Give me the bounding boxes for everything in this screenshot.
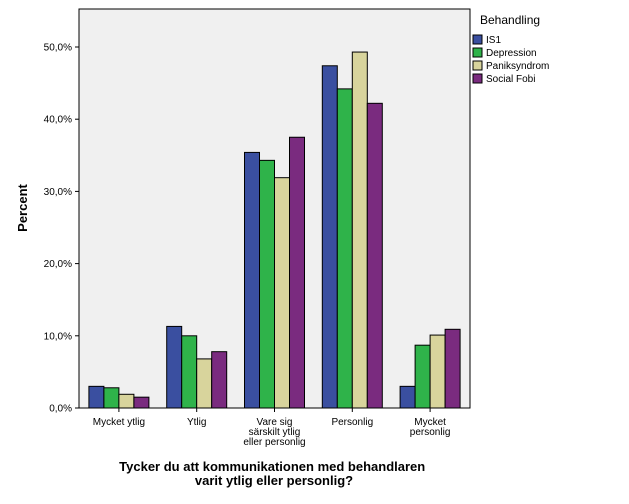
y-tick-label: 40,0% xyxy=(44,115,72,126)
bar-social-fobi-3 xyxy=(366,102,383,409)
bar-social-fobi-2 xyxy=(289,136,305,409)
legend-title: Behandling xyxy=(480,13,540,27)
x-category-label: Vare sig särskilt ytlig eller personlig xyxy=(243,417,305,448)
bar-depression-0 xyxy=(103,387,120,409)
legend-swatch xyxy=(472,34,483,45)
x-axis-label: Tycker du att kommunikationen med behand… xyxy=(119,459,429,488)
bar-depression-1 xyxy=(181,335,198,409)
x-category-label: Ytlig xyxy=(187,417,206,428)
bar-paniksyndrom-4 xyxy=(429,334,446,409)
bar-social-fobi-1 xyxy=(211,351,228,409)
bar-paniksyndrom-1 xyxy=(196,358,213,409)
legend-label: Depression xyxy=(486,48,537,59)
legend-label: Paniksyndrom xyxy=(486,61,549,72)
y-tick-label: 10,0% xyxy=(44,331,72,342)
bar-paniksyndrom-3 xyxy=(351,51,368,409)
legend-swatch xyxy=(472,47,483,58)
y-axis-label: Percent xyxy=(15,183,30,231)
bar-depression-3 xyxy=(336,88,353,409)
bar-is1-0 xyxy=(88,385,105,409)
y-tick-label: 0,0% xyxy=(49,404,72,415)
x-axis-label-line-2: varit ytlig eller personlig? xyxy=(195,473,353,488)
bar-paniksyndrom-0 xyxy=(118,393,135,409)
y-tick-label: 30,0% xyxy=(44,187,72,198)
bar-is1-2 xyxy=(244,151,260,409)
legend-label: Social Fobi xyxy=(486,74,535,85)
y-axis: 0,0% 10,0% 20,0% 30,0% 40,0% 50,0% xyxy=(44,43,79,415)
bar-paniksyndrom-2 xyxy=(274,177,290,409)
bar-is1-4 xyxy=(399,385,416,409)
bar-social-fobi-0 xyxy=(133,396,150,409)
bars-group xyxy=(88,51,461,409)
x-category-label: Personlig xyxy=(331,417,373,428)
bar-is1-1 xyxy=(166,325,183,409)
legend-swatch xyxy=(472,60,483,71)
x-category-label: Mycket personlig xyxy=(410,417,451,438)
y-tick-label: 20,0% xyxy=(44,259,72,270)
y-tick-label: 50,0% xyxy=(44,43,72,54)
legend: Behandling IS1 Depression Paniksyndrom Soci… xyxy=(472,13,549,85)
x-category-label: Mycket ytlig xyxy=(93,417,145,428)
legend-label: IS1 xyxy=(486,35,501,46)
x-axis: Mycket ytlig Ytlig Vare sig särskilt ytlig e… xyxy=(93,408,451,448)
bar-depression-4 xyxy=(414,344,431,409)
bar-is1-3 xyxy=(321,65,338,409)
legend-swatch xyxy=(472,73,483,84)
bar-social-fobi-4 xyxy=(444,328,461,409)
x-axis-label-line-1: Tycker du att kommunikationen med behand… xyxy=(119,459,425,474)
bar-depression-2 xyxy=(259,159,275,409)
